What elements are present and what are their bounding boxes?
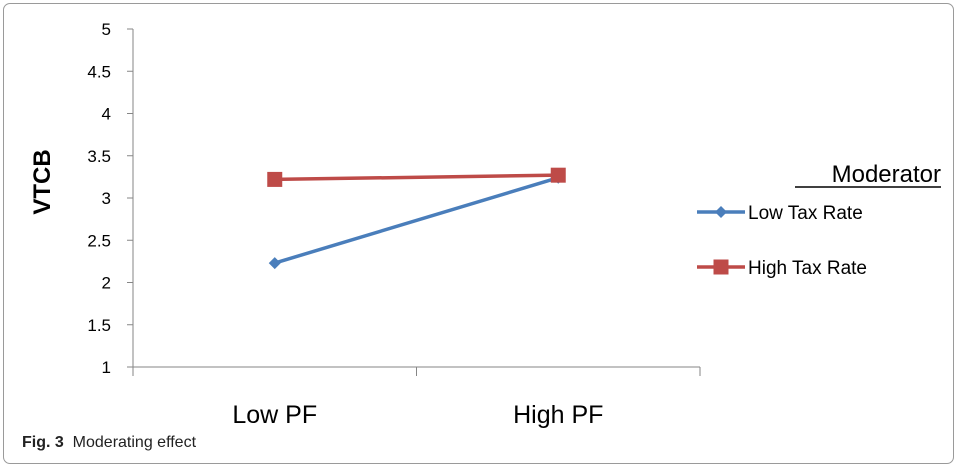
x-tick-label: Low PF — [232, 401, 317, 429]
legend: Moderator Low Tax Rate High Tax Rate — [697, 161, 941, 279]
data-point-square — [267, 171, 283, 187]
figure-caption-label: Fig. 3 — [22, 434, 64, 451]
legend-label: High Tax Rate — [748, 258, 867, 279]
y-tick-label: 2 — [102, 274, 111, 293]
series-layer — [267, 167, 566, 270]
y-tick-label: 4 — [102, 105, 111, 124]
legend-title: Moderator — [832, 161, 941, 188]
legend-entry: High Tax Rate — [697, 258, 867, 279]
x-axis: Low PF High PF — [132, 366, 701, 429]
y-axis: 1 1.5 2 2.5 3 3.5 4 4.5 5 — [87, 20, 134, 377]
y-tick-label: 4.5 — [87, 62, 111, 81]
y-tick-label: 1 — [102, 358, 111, 377]
legend-label: Low Tax Rate — [748, 203, 863, 224]
legend-marker-diamond — [715, 206, 727, 218]
y-tick-label: 3 — [102, 189, 111, 208]
figure-frame — [3, 3, 954, 464]
y-tick-label: 3.5 — [87, 147, 111, 166]
data-point-square — [550, 167, 566, 183]
legend-entry: Low Tax Rate — [697, 203, 863, 224]
y-tick-label: 2.5 — [87, 231, 111, 250]
series-high-tax-rate — [267, 167, 566, 187]
y-tick-label: 5 — [102, 20, 111, 39]
series-line — [274, 176, 559, 265]
x-tick-label: High PF — [513, 401, 603, 429]
y-tick-label: 1.5 — [87, 316, 111, 335]
series-line — [274, 173, 559, 182]
data-point-diamond — [268, 257, 281, 270]
series-low-tax-rate — [268, 171, 565, 270]
figure-caption-text: Moderating effect — [72, 434, 197, 451]
y-axis-label: VTCB — [29, 149, 56, 214]
figure-caption: Fig. 3 Moderating effect — [22, 434, 196, 452]
legend-marker-square — [713, 259, 729, 275]
